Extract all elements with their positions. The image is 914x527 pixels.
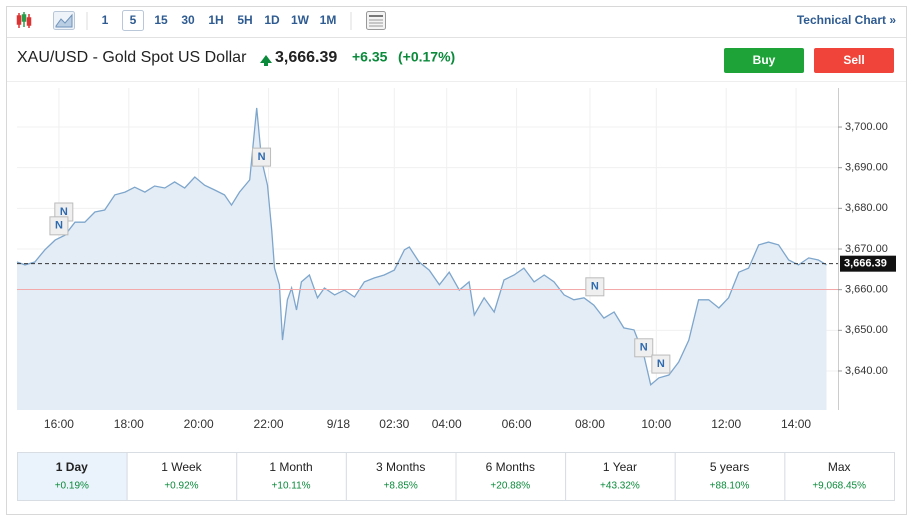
x-tick-label: 02:30 bbox=[379, 417, 409, 431]
change-percent: (+0.17%) bbox=[398, 49, 455, 65]
period-change[interactable]: +8.85% bbox=[384, 481, 418, 492]
interval-button[interactable]: 15 bbox=[154, 13, 168, 27]
x-tick-label: 16:00 bbox=[44, 417, 74, 431]
period-label[interactable]: 1 Day bbox=[56, 460, 88, 474]
technical-chart-link[interactable]: Technical Chart » bbox=[797, 13, 896, 27]
news-marker-label[interactable]: N bbox=[258, 151, 266, 163]
period-cell[interactable] bbox=[345, 452, 457, 501]
news-marker-label[interactable]: N bbox=[640, 342, 648, 354]
interval-button[interactable]: 5 bbox=[130, 13, 137, 27]
news-marker[interactable] bbox=[49, 216, 69, 236]
x-tick-label: 14:00 bbox=[781, 417, 811, 431]
period-cell[interactable] bbox=[565, 452, 676, 501]
last-price-box bbox=[840, 255, 896, 272]
period-label[interactable]: 3 Months bbox=[376, 460, 425, 474]
news-marker[interactable] bbox=[252, 147, 272, 167]
x-tick-label: 9/18 bbox=[327, 417, 351, 431]
period-cell[interactable] bbox=[236, 452, 347, 501]
news-marker-label[interactable]: N bbox=[657, 358, 665, 370]
y-tick-label: 3,670.00 bbox=[845, 243, 888, 255]
interval-button[interactable]: 1M bbox=[320, 13, 337, 27]
y-tick-label: 3,640.00 bbox=[845, 365, 888, 377]
interval-button[interactable]: 1W bbox=[291, 13, 310, 27]
y-tick-label: 3,690.00 bbox=[845, 162, 888, 174]
period-change[interactable]: +9,068.45% bbox=[812, 481, 866, 492]
period-label[interactable]: 1 Week bbox=[161, 460, 202, 474]
period-change[interactable]: +10.11% bbox=[272, 481, 311, 492]
news-marker[interactable] bbox=[651, 354, 671, 374]
interval-button[interactable]: 1H bbox=[208, 13, 223, 27]
news-marker-label[interactable]: N bbox=[60, 206, 68, 218]
x-tick-label: 22:00 bbox=[254, 417, 284, 431]
candle-icon[interactable] bbox=[16, 12, 32, 28]
buy-button[interactable] bbox=[724, 48, 804, 73]
news-marker[interactable] bbox=[585, 277, 605, 297]
period-label[interactable]: 1 Month bbox=[269, 460, 312, 474]
change: +6.35 bbox=[352, 49, 388, 65]
sell-button[interactable] bbox=[814, 48, 894, 73]
period-change[interactable]: +20.88% bbox=[490, 481, 530, 492]
x-tick-label: 12:00 bbox=[711, 417, 741, 431]
sell-label[interactable]: Sell bbox=[843, 53, 864, 67]
period-cell[interactable] bbox=[17, 452, 128, 501]
area-icon[interactable] bbox=[53, 11, 75, 30]
x-tick-label: 08:00 bbox=[575, 417, 605, 431]
y-tick-label: 3,660.00 bbox=[845, 284, 888, 296]
period-label[interactable]: 1 Year bbox=[603, 460, 637, 474]
interval-active[interactable] bbox=[122, 10, 144, 31]
period-label[interactable]: 6 Months bbox=[486, 460, 535, 474]
x-tick-label: 10:00 bbox=[641, 417, 671, 431]
x-tick-label: 06:00 bbox=[502, 417, 532, 431]
price-line bbox=[16, 107, 827, 386]
interval-button[interactable]: 5H bbox=[237, 13, 252, 27]
y-tick-label: 3,680.00 bbox=[845, 202, 888, 214]
period-change[interactable]: +0.19% bbox=[55, 481, 89, 492]
period-change[interactable]: +43.32% bbox=[600, 481, 640, 492]
interval-button[interactable]: 30 bbox=[181, 13, 195, 27]
period-change[interactable]: +88.10% bbox=[710, 481, 750, 492]
news-marker-label[interactable]: N bbox=[591, 281, 599, 293]
y-tick-label: 3,700.00 bbox=[845, 121, 888, 133]
interval-button[interactable]: 1 bbox=[102, 13, 109, 27]
period-cell[interactable] bbox=[784, 452, 895, 501]
y-tick-label: 3,650.00 bbox=[845, 324, 888, 336]
period-label[interactable]: Max bbox=[828, 460, 851, 474]
up-arrow bbox=[260, 55, 272, 66]
period-cell[interactable] bbox=[126, 452, 238, 501]
period-change[interactable]: +0.92% bbox=[164, 481, 198, 492]
period-label[interactable]: 5 years bbox=[710, 460, 749, 474]
news-marker[interactable] bbox=[634, 338, 654, 358]
buy-label[interactable]: Buy bbox=[753, 53, 776, 67]
x-tick-label: 04:00 bbox=[432, 417, 462, 431]
news-marker-label[interactable]: N bbox=[55, 220, 63, 232]
area bbox=[17, 107, 827, 411]
last-price-label: 3,666.39 bbox=[844, 258, 887, 270]
instrument-title: XAU/USD - Gold Spot US Dollar bbox=[17, 49, 247, 66]
table-icon[interactable] bbox=[366, 11, 386, 30]
x-tick-label: 18:00 bbox=[114, 417, 144, 431]
price: 3,666.39 bbox=[275, 49, 337, 66]
x-tick-label: 20:00 bbox=[184, 417, 214, 431]
interval-button[interactable]: 1D bbox=[264, 13, 280, 27]
